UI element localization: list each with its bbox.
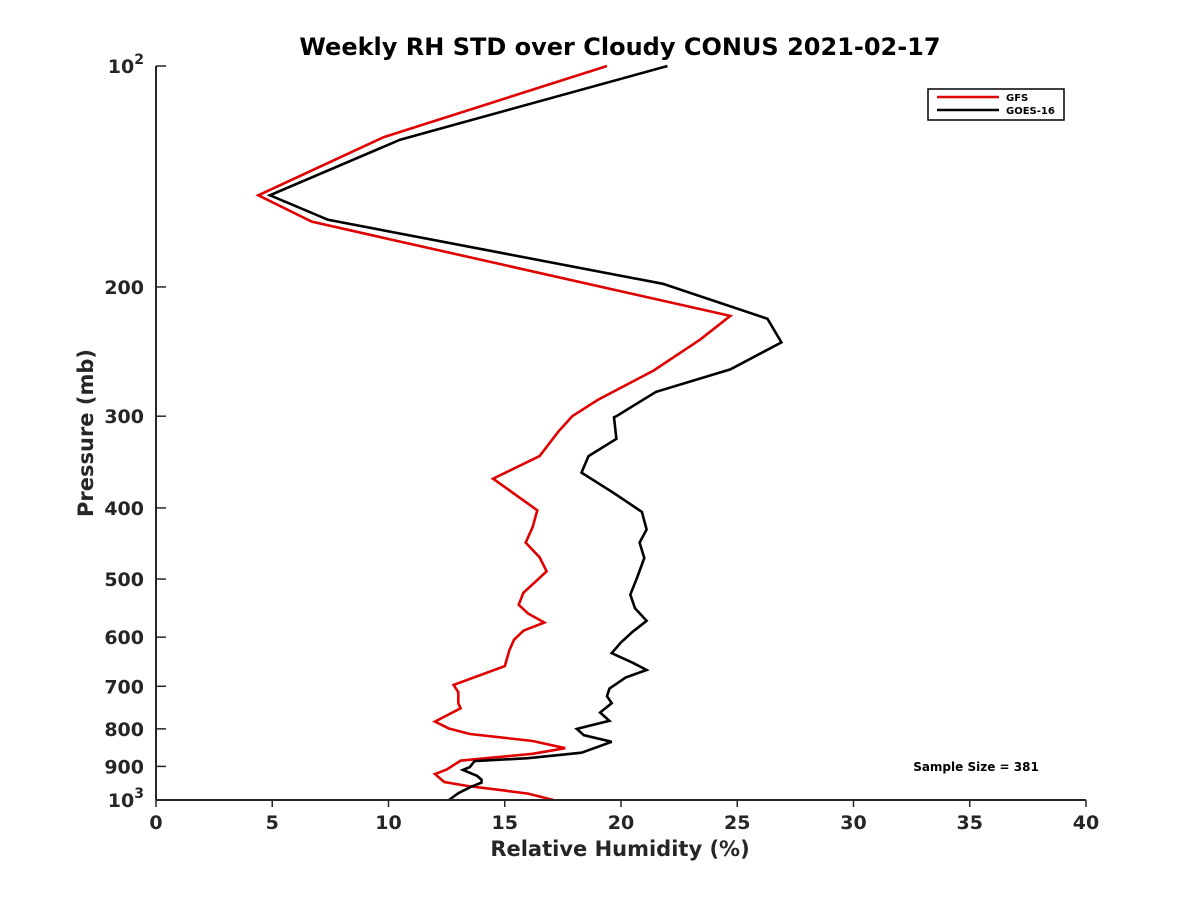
y-tick-label: 103 [108,786,144,812]
y-tick-label: 800 [104,719,144,741]
y-ticks: 102 200 300 400 500 600 700 800 900 103 [104,52,166,812]
x-axis-label: Relative Humidity (%) [490,837,749,861]
chart-title: Weekly RH STD over Cloudy CONUS 2021-02-… [299,33,940,61]
series-layer [255,64,784,802]
legend-label-gfs: GFS [1006,93,1028,104]
y-tick-label: 400 [104,498,144,520]
legend: GFS GOES-16 [927,88,1065,121]
y-tick-label: 300 [104,406,144,428]
x-tick-label: 15 [492,812,518,834]
x-tick-label: 0 [149,812,162,834]
legend-box [927,88,1065,121]
axes-layer: 0 5 10 15 20 25 30 35 40 102 200 300 400 500 600 700 80… [104,52,1099,834]
y-tick-label: 600 [104,627,144,649]
x-tick-label: 25 [724,812,750,834]
sample-size-annotation: Sample Size = 381 [913,760,1039,774]
x-tick-label: 40 [1073,812,1099,834]
x-tick-label: 35 [957,812,983,834]
y-axis-label: Pressure (mb) [74,349,98,517]
plot-area: 0 5 10 15 20 25 30 35 40 102 200 300 400 500 600 700 80… [104,52,1099,834]
y-tick-label: 900 [104,756,144,778]
y-tick-label: 102 [108,52,144,78]
x-tick-label: 10 [375,812,401,834]
legend-label-goes16: GOES-16 [1006,106,1055,117]
y-tick-label: 500 [104,569,144,591]
y-tick-label: 700 [104,676,144,698]
y-tick-label: 200 [104,277,144,299]
series-line-gfs [255,64,734,802]
x-tick-label: 20 [608,812,634,834]
x-tick-label: 30 [840,812,866,834]
series-line-goes16 [266,64,784,802]
x-tick-label: 5 [266,812,279,834]
x-ticks: 0 5 10 15 20 25 30 35 40 [149,800,1099,834]
